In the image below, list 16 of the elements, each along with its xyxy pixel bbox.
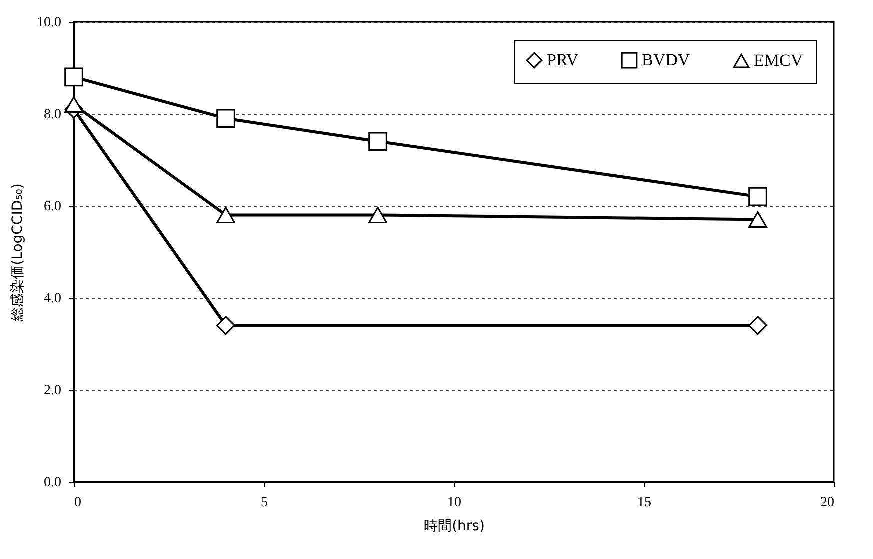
y-tick-label: 6.0 — [44, 200, 62, 214]
legend-label: EMCV — [754, 51, 804, 70]
y-tick-label: 8.0 — [44, 108, 62, 122]
x-tick-label: 20 — [820, 496, 834, 510]
y-tick-label: 0.0 — [44, 476, 62, 490]
y-tick-label: 2.0 — [44, 384, 62, 398]
legend-label: BVDV — [642, 50, 691, 70]
x-axis-title: 時間(hrs) — [424, 518, 485, 534]
x-tick-label: 0 — [74, 496, 82, 510]
x-tick-label: 15 — [638, 496, 652, 510]
x-tick-label: 5 — [261, 496, 268, 510]
x-tick-label: 10 — [448, 496, 462, 510]
y-axis-title: 総感染価(LogCCID₅₀) — [10, 184, 26, 322]
y-tick-label: 10.0 — [37, 16, 62, 30]
y-tick-label: 4.0 — [44, 292, 62, 306]
legend-label: PRV — [547, 50, 580, 70]
